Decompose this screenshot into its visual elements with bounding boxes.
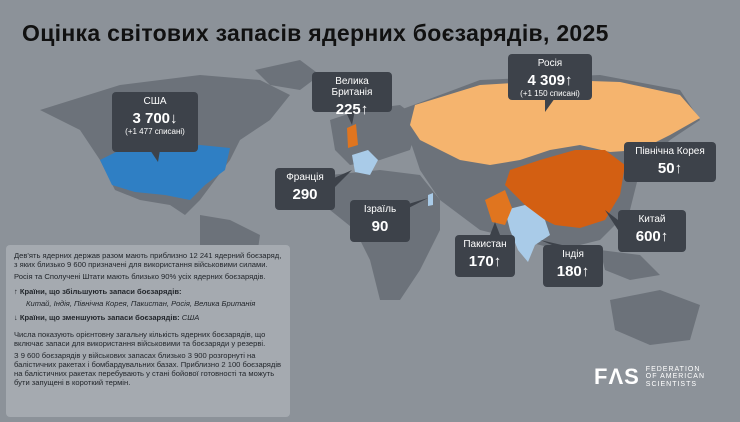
callout: Франція 290	[275, 168, 335, 210]
info-text: Росія та Сполучені Штати мають близько 9…	[14, 272, 266, 282]
france	[352, 150, 378, 175]
warhead-count: 90	[371, 218, 389, 235]
logo-text: FEDERATION	[645, 365, 701, 373]
country-name: Ізраїль	[363, 204, 397, 215]
warhead-count: 50↑	[657, 160, 683, 177]
info-box: Дев'ять ядерних держав разом мають прибл…	[6, 245, 290, 417]
warhead-count: 3 700↓	[132, 110, 178, 127]
warhead-count: 4 309↑	[527, 72, 573, 89]
callout: США 3 700↓ (+1 477 списані)	[112, 92, 198, 152]
country-name: Китай	[638, 214, 666, 225]
country-name: Північна Корея	[635, 146, 705, 157]
israel	[428, 193, 433, 206]
country-name: США	[143, 96, 167, 107]
retired-note: (+1 477 списані)	[125, 127, 185, 136]
callout: Велика Британія 225↑	[312, 72, 392, 118]
callout: Росія 4 309↑ (+1 150 списані)	[508, 54, 592, 100]
decreasing-list: США	[181, 312, 200, 322]
pakistan	[485, 190, 512, 225]
increasing-list: Китай, Індія, Північна Корея, Пакистан, …	[26, 299, 256, 309]
warhead-count: 170↑	[468, 253, 502, 270]
uk	[347, 124, 358, 148]
country-name: Пакистан	[463, 239, 507, 250]
title: Оцінка світових запасів ядерних боєзаряд…	[22, 20, 609, 46]
callout: Індія 180↑	[543, 245, 603, 287]
callout: Пакистан 170↑	[455, 235, 515, 277]
country-name: Франція	[286, 172, 324, 183]
callout: Ізраїль 90	[350, 200, 410, 242]
callout: Північна Корея 50↑	[624, 142, 716, 182]
callout: Китай 600↑	[618, 210, 686, 252]
note: Числа показують орієнтовну загальну кіль…	[14, 329, 266, 348]
india	[505, 205, 550, 262]
logo: FΛS FEDERATION OF AMERICAN SCIENTISTS	[594, 364, 705, 390]
warhead-count: 600↑	[635, 228, 669, 245]
warhead-count: 290	[292, 186, 318, 203]
country-name: Росія	[537, 58, 563, 69]
info-text: Дев'ять ядерних держав разом мають прибл…	[14, 251, 282, 270]
country-name: Індія	[562, 249, 584, 260]
warhead-count: 225↑	[335, 101, 369, 118]
retired-note: (+1 150 списані)	[520, 89, 580, 98]
usa	[100, 145, 230, 200]
logo-text: SCIENTISTS	[645, 380, 698, 388]
warhead-count: 180↑	[556, 263, 590, 280]
logo-text: OF AMERICAN	[645, 373, 706, 381]
decreasing-heading: ↓ Країни, що зменшують запаси боєзарядів…	[14, 312, 180, 322]
country-name: Велика Британія	[331, 76, 373, 98]
china	[505, 150, 625, 228]
logo-mark: FΛS	[594, 364, 640, 389]
note: З 9 600 боєзарядів у військових запасах …	[14, 350, 282, 388]
increasing-heading: ↑ Країни, що збільшують запаси боєзаряді…	[14, 287, 182, 297]
